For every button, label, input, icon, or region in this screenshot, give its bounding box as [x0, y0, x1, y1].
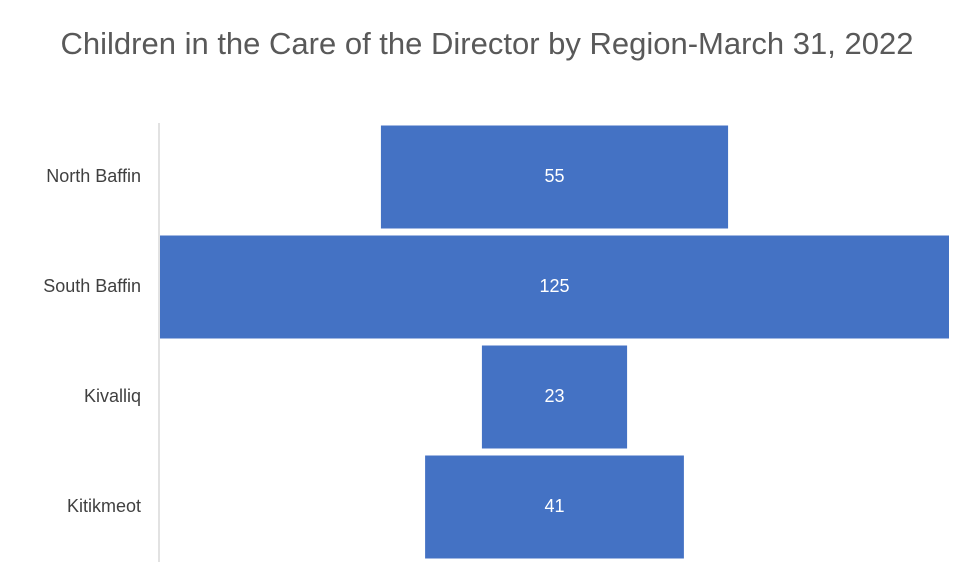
funnel-bar	[160, 235, 949, 339]
data-label: 55	[544, 166, 564, 186]
funnel-bar	[425, 455, 684, 559]
funnel-bar	[481, 345, 628, 449]
category-label: North Baffin	[46, 166, 141, 186]
data-label: 125	[539, 276, 569, 296]
data-label: 23	[544, 386, 564, 406]
category-label: Kivalliq	[84, 386, 141, 406]
funnel-bar	[380, 125, 729, 229]
chart-title: Children in the Care of the Director by …	[60, 26, 914, 61]
category-label: South Baffin	[43, 276, 141, 296]
category-label: Kitikmeot	[67, 496, 141, 516]
data-label: 41	[544, 496, 564, 516]
